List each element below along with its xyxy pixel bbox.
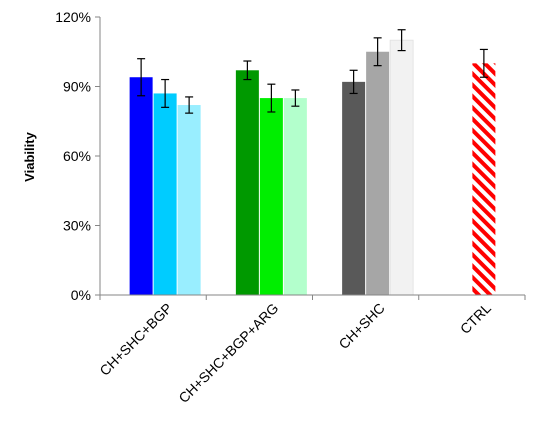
bar (259, 98, 283, 295)
y-tick-label: 0% (71, 287, 91, 303)
x-tick-label: CH+SHC (335, 300, 387, 352)
y-axis-label: Viability (22, 131, 37, 181)
y-tick-label: 120% (55, 9, 91, 25)
axes-layer (95, 16, 526, 300)
bar (342, 81, 366, 295)
bar (129, 77, 153, 295)
bars-layer (129, 29, 496, 296)
bar (177, 105, 201, 296)
x-tick-label: CTRL (457, 300, 494, 337)
bar (235, 70, 259, 296)
y-tick-label: 90% (63, 79, 91, 95)
bar (366, 51, 390, 295)
y-tick-label: 30% (63, 218, 91, 234)
x-tick-labels: CH+SHC+BGP CH+SHC+BGP+ARG CH+SHC CTRL (96, 300, 494, 406)
bar (283, 98, 307, 295)
x-tick-label: CH+SHC+BGP+ARG (175, 300, 281, 406)
bar (153, 93, 177, 295)
y-tick-labels: 0% 30% 60% 90% 120% (55, 9, 91, 303)
y-tick-label: 60% (63, 148, 91, 164)
bar (389, 39, 414, 296)
x-tick-label: CH+SHC+BGP (96, 300, 175, 379)
bar (472, 63, 496, 296)
